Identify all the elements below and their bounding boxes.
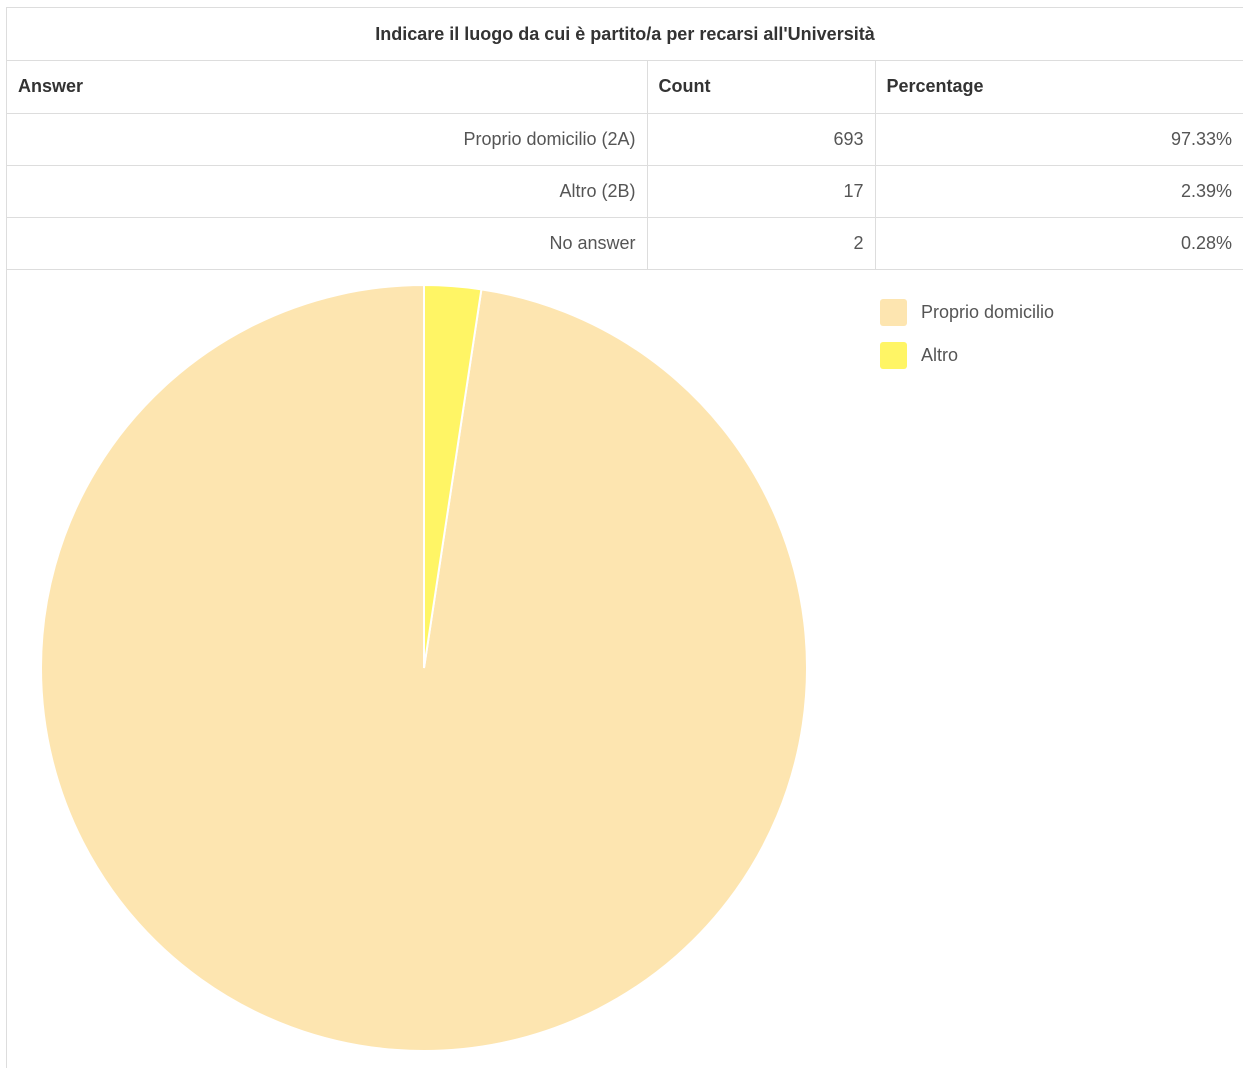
pie-chart [40, 283, 808, 1052]
table-header-row: Answer Count Percentage [7, 61, 1243, 114]
percentage-column-header: Percentage [875, 61, 1243, 114]
pie-slice-altro[interactable] [423, 283, 483, 669]
question-panel: Indicare il luogo da cui è partito/a per… [6, 7, 1243, 1068]
table-row: No answer 2 0.28% [7, 217, 1243, 270]
table-row: Altro (2B) 17 2.39% [7, 165, 1243, 218]
answer-cell: Proprio domicilio (2A) [7, 113, 648, 166]
legend-label: Altro [921, 345, 959, 365]
legend-item-proprio-domicilio[interactable]: Proprio domicilio [880, 291, 1054, 334]
answer-cell: No answer [7, 217, 648, 270]
answer-column-header: Answer [7, 61, 648, 114]
question-title: Indicare il luogo da cui è partito/a per… [7, 8, 1243, 61]
percentage-cell: 97.33% [875, 113, 1243, 166]
legend-swatch [880, 299, 907, 326]
count-cell: 693 [647, 113, 876, 166]
count-cell: 2 [647, 217, 876, 270]
legend-item-altro[interactable]: Altro [880, 334, 1054, 377]
percentage-cell: 2.39% [875, 165, 1243, 218]
table-row: Proprio domicilio (2A) 693 97.33% [7, 113, 1243, 166]
percentage-cell: 0.28% [875, 217, 1243, 270]
results-table: Answer Count Percentage Proprio domicili… [7, 61, 1243, 270]
chart-legend: Proprio domicilio Altro [880, 291, 1054, 377]
legend-label: Proprio domicilio [921, 302, 1055, 322]
answer-cell: Altro (2B) [7, 165, 648, 218]
legend-swatch [880, 342, 907, 369]
count-cell: 17 [647, 165, 876, 218]
count-column-header: Count [647, 61, 876, 114]
